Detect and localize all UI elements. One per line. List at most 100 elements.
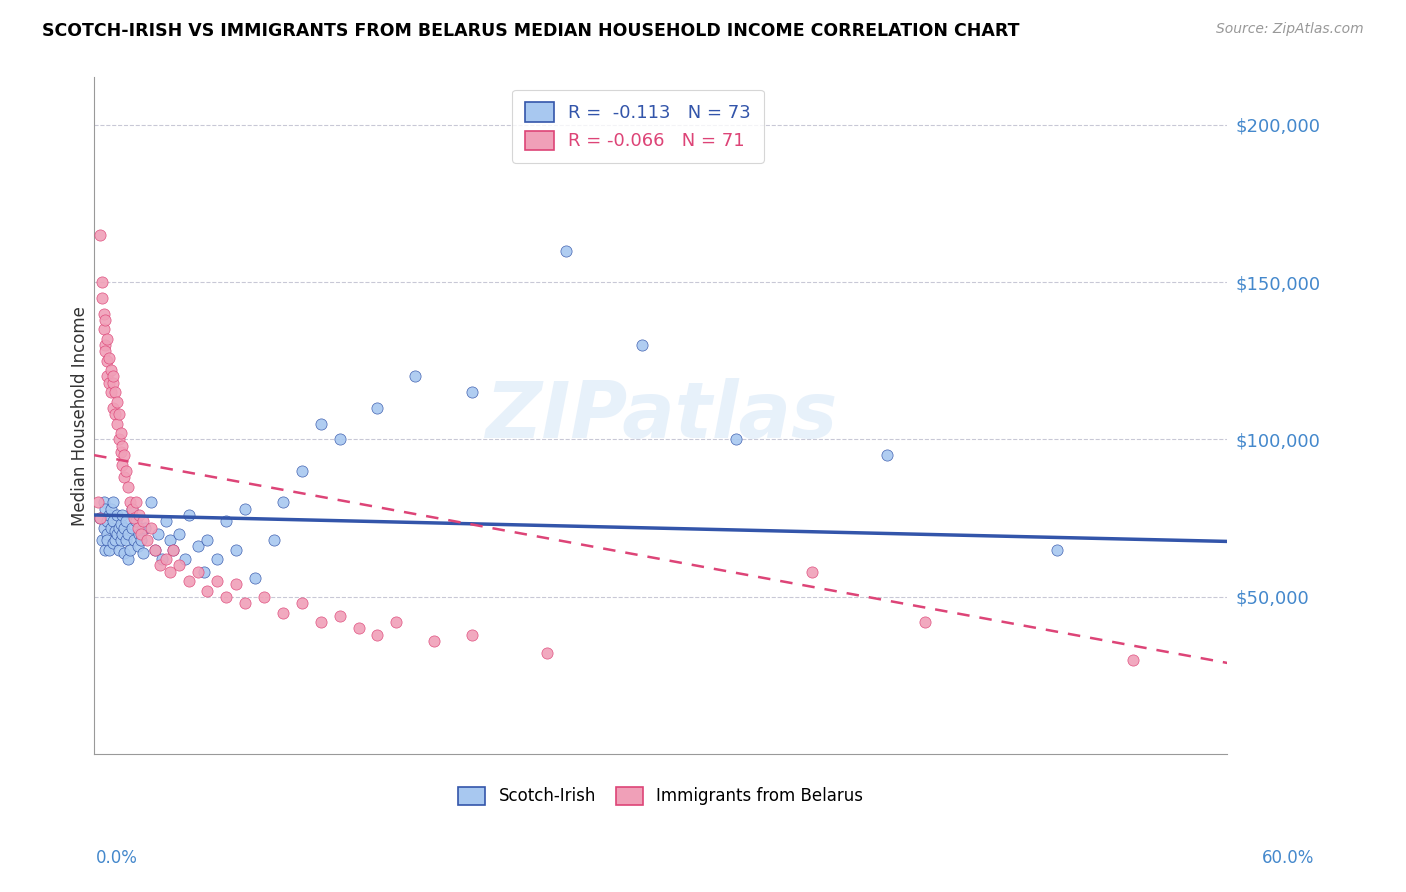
Point xyxy=(263,533,285,548)
Point xyxy=(148,527,170,541)
Point xyxy=(127,520,149,534)
Point xyxy=(139,520,162,534)
Point xyxy=(233,596,256,610)
Text: ZIPatlas: ZIPatlas xyxy=(485,378,837,454)
Point xyxy=(177,508,200,522)
Point xyxy=(105,527,128,541)
Point xyxy=(131,533,153,548)
Point xyxy=(139,495,162,509)
Point xyxy=(225,577,247,591)
Point xyxy=(291,596,314,610)
Point xyxy=(423,633,446,648)
Point xyxy=(115,514,138,528)
Point xyxy=(197,583,219,598)
Point xyxy=(197,533,219,548)
Point xyxy=(347,621,370,635)
Point xyxy=(243,571,266,585)
Point xyxy=(215,514,238,528)
Text: SCOTCH-IRISH VS IMMIGRANTS FROM BELARUS MEDIAN HOUSEHOLD INCOME CORRELATION CHAR: SCOTCH-IRISH VS IMMIGRANTS FROM BELARUS … xyxy=(42,22,1019,40)
Point xyxy=(121,501,143,516)
Point xyxy=(101,536,124,550)
Point xyxy=(159,533,181,548)
Point xyxy=(404,369,426,384)
Point xyxy=(159,565,181,579)
Point xyxy=(205,574,228,588)
Point xyxy=(461,627,484,641)
Point xyxy=(329,608,352,623)
Point xyxy=(100,385,122,400)
Point xyxy=(96,332,118,346)
Point xyxy=(132,546,155,560)
Point xyxy=(162,542,184,557)
Point xyxy=(914,615,936,629)
Text: 60.0%: 60.0% xyxy=(1263,849,1315,867)
Point xyxy=(104,533,127,548)
Point xyxy=(110,445,132,459)
Point xyxy=(100,501,122,516)
Point xyxy=(101,401,124,415)
Point xyxy=(118,542,141,557)
Point xyxy=(107,520,129,534)
Point xyxy=(96,353,118,368)
Point xyxy=(385,615,408,629)
Point xyxy=(104,524,127,538)
Point xyxy=(291,464,314,478)
Point xyxy=(107,433,129,447)
Point xyxy=(101,514,124,528)
Point xyxy=(122,511,145,525)
Point xyxy=(94,338,117,352)
Point xyxy=(309,417,332,431)
Point xyxy=(725,433,748,447)
Point xyxy=(96,514,118,528)
Point xyxy=(90,533,112,548)
Point xyxy=(112,470,135,484)
Point xyxy=(117,527,139,541)
Point xyxy=(366,627,388,641)
Point xyxy=(89,227,111,242)
Point xyxy=(107,542,129,557)
Point xyxy=(329,433,352,447)
Point xyxy=(94,313,117,327)
Text: 0.0%: 0.0% xyxy=(96,849,138,867)
Point xyxy=(215,590,238,604)
Point xyxy=(461,385,484,400)
Text: Source: ZipAtlas.com: Source: ZipAtlas.com xyxy=(1216,22,1364,37)
Point xyxy=(111,508,134,522)
Point xyxy=(93,495,115,509)
Point xyxy=(112,448,135,462)
Point xyxy=(205,552,228,566)
Point xyxy=(800,565,823,579)
Point xyxy=(193,565,215,579)
Point xyxy=(876,448,898,462)
Point xyxy=(150,552,173,566)
Point xyxy=(122,533,145,548)
Point xyxy=(118,495,141,509)
Point xyxy=(104,407,127,421)
Point xyxy=(101,376,124,390)
Point xyxy=(96,527,118,541)
Point xyxy=(128,527,150,541)
Point xyxy=(136,533,159,548)
Point xyxy=(94,344,117,359)
Point xyxy=(155,552,177,566)
Point xyxy=(1046,542,1069,557)
Point xyxy=(105,417,128,431)
Point xyxy=(90,291,112,305)
Point xyxy=(115,464,138,478)
Point xyxy=(100,363,122,377)
Point xyxy=(143,542,166,557)
Point xyxy=(131,527,153,541)
Point xyxy=(96,533,118,548)
Point xyxy=(87,495,110,509)
Point xyxy=(112,520,135,534)
Point xyxy=(1122,653,1144,667)
Point xyxy=(111,439,134,453)
Point xyxy=(555,244,578,258)
Point xyxy=(89,511,111,525)
Point xyxy=(111,527,134,541)
Point xyxy=(121,520,143,534)
Point xyxy=(90,275,112,289)
Point xyxy=(100,520,122,534)
Point xyxy=(124,514,146,528)
Point xyxy=(536,647,558,661)
